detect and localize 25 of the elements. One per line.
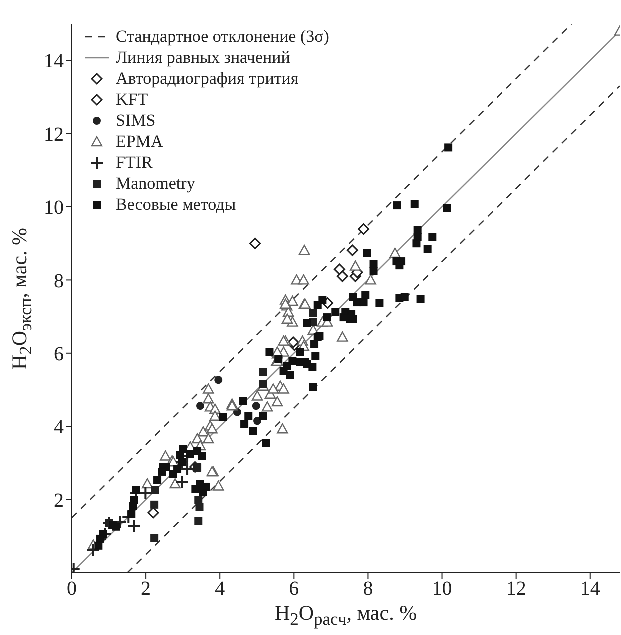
x-tick-label: 8 xyxy=(363,578,374,600)
x-tick-label: 6 xyxy=(289,578,300,600)
legend-label: FTIR xyxy=(116,152,153,173)
y-tick-label: 6 xyxy=(54,344,64,366)
x-tick-label: 0 xyxy=(67,578,77,600)
x-tick-label: 12 xyxy=(506,578,526,600)
x-tick-label: 14 xyxy=(580,578,600,600)
y-tick-label: 2 xyxy=(54,490,64,512)
legend-label: Весовые методы xyxy=(116,194,236,215)
legend-label: EPMA xyxy=(116,131,164,152)
y-tick-label: 14 xyxy=(44,50,64,73)
y-tick-label: 12 xyxy=(44,124,64,146)
x-axis-title: H$_{2}$O$_{расч}$, мас. % xyxy=(274,601,418,630)
y-tick-label: 10 xyxy=(44,197,64,220)
legend-label: SIMS xyxy=(116,110,156,131)
legend-label: Стандартное отклонение (3σ) xyxy=(116,26,330,47)
y-tick-label: 4 xyxy=(54,416,64,439)
legend-label: Линия равных значений xyxy=(116,47,290,68)
x-tick-label: 10 xyxy=(432,578,452,600)
y-tick-label: 8 xyxy=(54,270,64,292)
legend-label: KFT xyxy=(116,89,148,110)
x-tick-label: 4 xyxy=(215,578,226,600)
x-tick-label: 2 xyxy=(141,578,152,600)
legend-label: Авторадиография трития xyxy=(116,68,299,89)
legend-label: Manometry xyxy=(116,173,196,194)
